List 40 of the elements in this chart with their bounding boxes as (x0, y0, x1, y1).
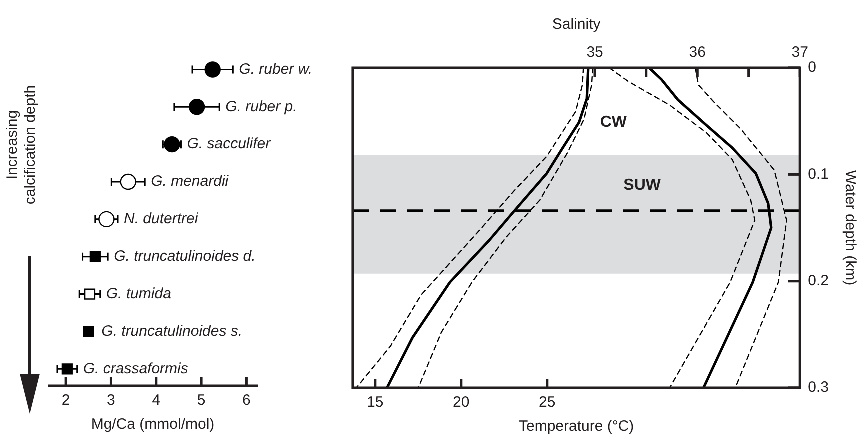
point (164, 136, 180, 153)
x2-tick-label: 37 (792, 44, 808, 62)
category-label: G. tumida (106, 285, 172, 302)
y-axis-title: Water depth (km) (842, 170, 859, 286)
category-label: G. truncatulinoides d. (114, 248, 256, 266)
point (83, 326, 94, 338)
category-label: G. menardii (151, 173, 229, 190)
x-tick-label: 5 (197, 392, 206, 410)
x-tick-label: 4 (152, 392, 161, 410)
point (90, 251, 101, 262)
x-tick-label: 3 (107, 392, 116, 410)
category-label: G. sacculifer (187, 136, 271, 153)
x-axis-title: Mg/Ca (mmol/mol) (91, 416, 215, 434)
category-label: N. dutertrei (124, 210, 198, 228)
annotation: SUW (624, 176, 662, 194)
x2-tick-label: 36 (689, 44, 706, 62)
x-tick-label: 6 (242, 392, 251, 410)
x-tick-label: 20 (453, 394, 470, 412)
category-label: G. ruber p. (226, 98, 298, 116)
x-tick-label: 25 (538, 394, 556, 412)
point (98, 211, 115, 228)
x2-tick-label: 35 (586, 44, 604, 62)
point (204, 62, 221, 78)
point (188, 99, 206, 116)
x-axis-title: Temperature (°C) (518, 418, 634, 436)
point (84, 288, 96, 300)
x2-axis-title: Salinity (552, 16, 602, 34)
category-label: G. truncatulinoides s. (102, 322, 243, 340)
y-tick-label: 0.3 (808, 379, 830, 396)
x-tick-label: 2 (62, 392, 70, 410)
category-label: G. crassaformis (83, 360, 188, 378)
text: Increasing calcification depth (4, 84, 40, 207)
y-tick-label: 0.2 (808, 272, 830, 290)
category-label: G. ruber w. (239, 60, 313, 78)
annotation: CW (600, 114, 628, 131)
point (62, 364, 73, 375)
point (120, 174, 136, 190)
y-tick-label: 0.1 (808, 166, 830, 183)
x-tick-label: 15 (367, 394, 384, 412)
y-tick-label: 0 (808, 59, 816, 76)
